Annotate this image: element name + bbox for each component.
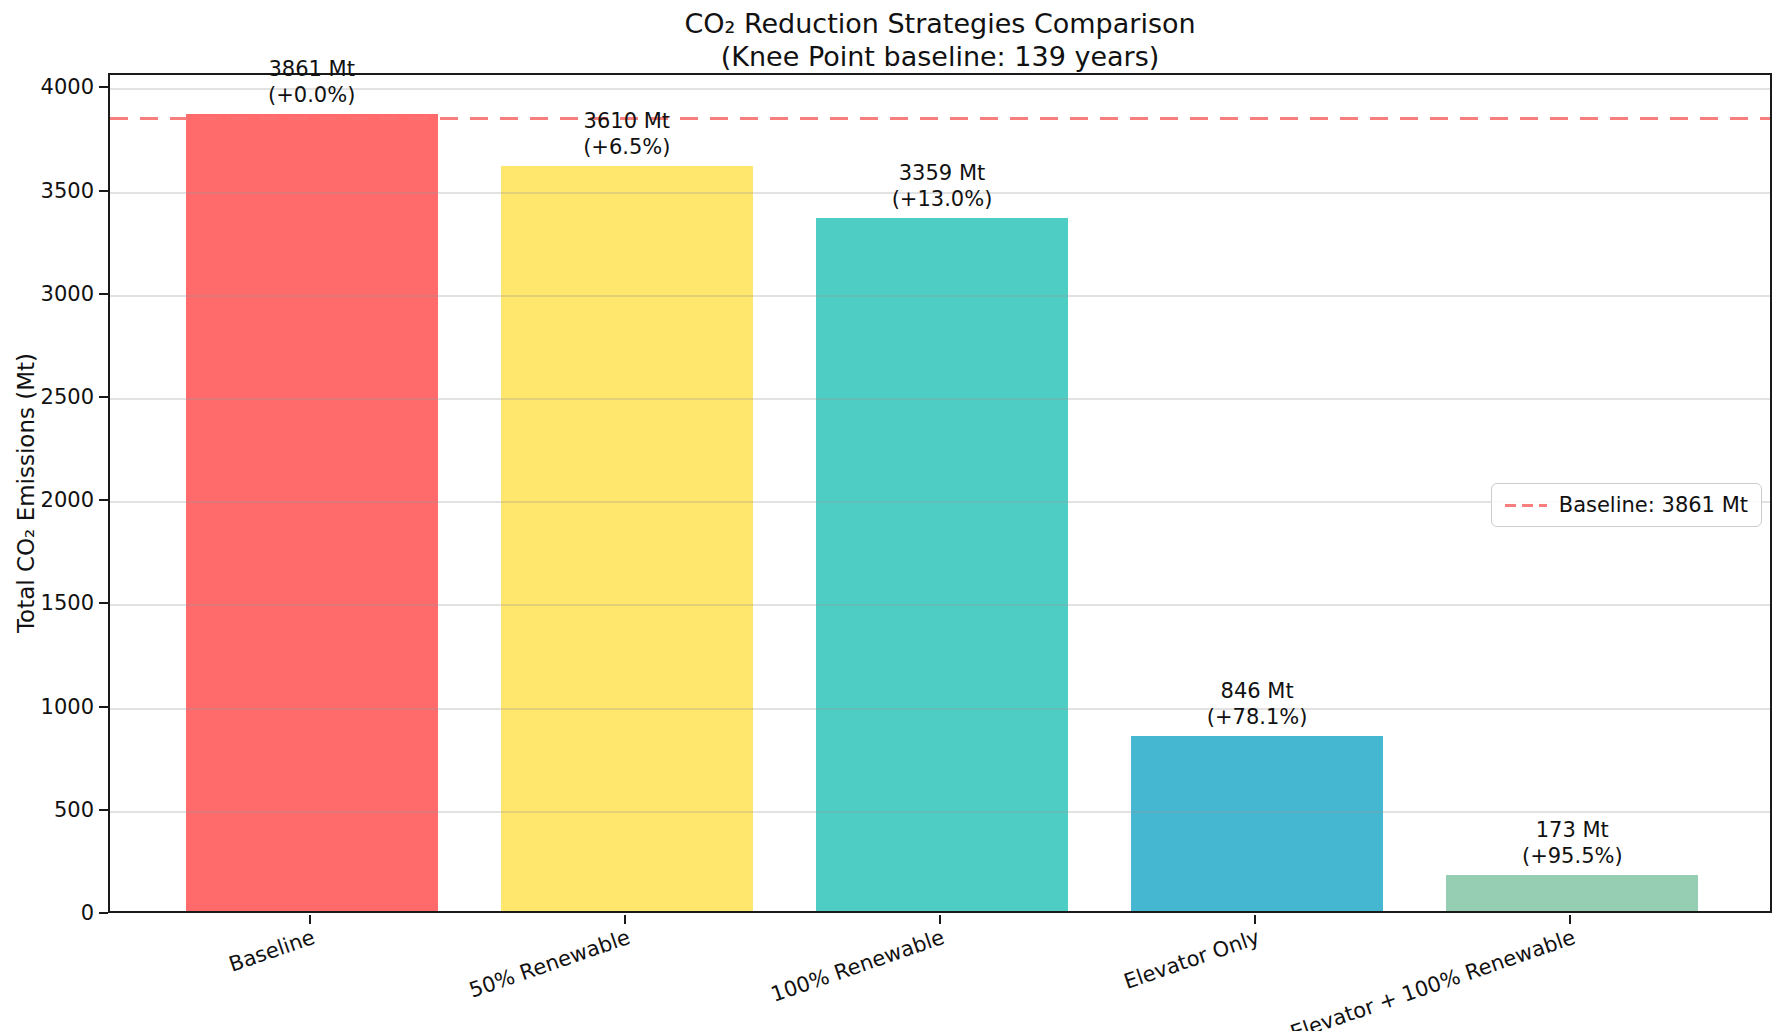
legend-box: Baseline: 3861 Mt xyxy=(1491,483,1762,527)
x-tick-mark-2 xyxy=(939,915,941,924)
x-tick-label-text: Elevator + 100% Renewable xyxy=(1287,925,1578,1031)
y-tick-mark-500 xyxy=(99,809,108,811)
bar-value-label: 3610 Mt(+6.5%) xyxy=(583,108,670,160)
bar-percent-text: (+95.5%) xyxy=(1522,843,1623,869)
y-tick-label-3000: 3000 xyxy=(0,281,94,307)
bar-value-label: 3359 Mt(+13.0%) xyxy=(892,160,993,212)
legend-label: Baseline: 3861 Mt xyxy=(1559,493,1748,517)
bar-percent-text: (+0.0%) xyxy=(268,82,355,108)
y-tick-mark-0 xyxy=(99,912,108,914)
y-tick-label-0: 0 xyxy=(0,900,94,926)
chart-title-line1: CO₂ Reduction Strategies Comparison xyxy=(684,7,1195,40)
figure: CO₂ Reduction Strategies Comparison (Kne… xyxy=(0,0,1785,1031)
x-tick-label: Elevator + 100% Renewable xyxy=(1140,925,1570,949)
bar-elevator-100-renewable xyxy=(1446,875,1698,911)
bar-value-text: 173 Mt xyxy=(1522,817,1623,843)
legend-dashed-line-sample xyxy=(1505,504,1547,507)
bar-percent-text: (+78.1%) xyxy=(1207,704,1308,730)
y-tick-mark-1500 xyxy=(99,602,108,604)
bar-value-label: 173 Mt(+95.5%) xyxy=(1522,817,1623,869)
gridline-4000 xyxy=(110,88,1770,90)
y-tick-label-1000: 1000 xyxy=(0,694,94,720)
y-tick-mark-3000 xyxy=(99,293,108,295)
y-tick-mark-3500 xyxy=(99,190,108,192)
y-tick-label-3500: 3500 xyxy=(0,178,94,204)
bar-50-renewable xyxy=(501,166,753,911)
y-tick-mark-2000 xyxy=(99,499,108,501)
bar-value-text: 3359 Mt xyxy=(892,160,993,186)
y-tick-mark-4000 xyxy=(99,86,108,88)
bar-value-text: 3610 Mt xyxy=(583,108,670,134)
bar-percent-text: (+6.5%) xyxy=(583,134,670,160)
y-tick-label-500: 500 xyxy=(0,797,94,823)
x-tick-mark-3 xyxy=(1254,915,1256,924)
y-tick-label-4000: 4000 xyxy=(0,74,94,100)
x-tick-mark-4 xyxy=(1569,915,1571,924)
chart-title: CO₂ Reduction Strategies Comparison (Kne… xyxy=(684,7,1195,73)
x-tick-mark-1 xyxy=(624,915,626,924)
bar-value-text: 846 Mt xyxy=(1207,678,1308,704)
y-tick-mark-2500 xyxy=(99,396,108,398)
bar-percent-text: (+13.0%) xyxy=(892,186,993,212)
y-tick-label-2000: 2000 xyxy=(0,487,94,513)
bar-value-label: 846 Mt(+78.1%) xyxy=(1207,678,1308,730)
bar-100-renewable xyxy=(816,218,1068,911)
chart-title-line2: (Knee Point baseline: 139 years) xyxy=(684,40,1195,73)
bar-value-text: 3861 Mt xyxy=(268,56,355,82)
x-tick-mark-0 xyxy=(309,915,311,924)
bar-baseline xyxy=(186,114,438,911)
y-tick-mark-1000 xyxy=(99,706,108,708)
bar-elevator-only xyxy=(1131,736,1383,911)
y-tick-label-2500: 2500 xyxy=(0,384,94,410)
y-tick-label-1500: 1500 xyxy=(0,590,94,616)
bar-value-label: 3861 Mt(+0.0%) xyxy=(268,56,355,108)
